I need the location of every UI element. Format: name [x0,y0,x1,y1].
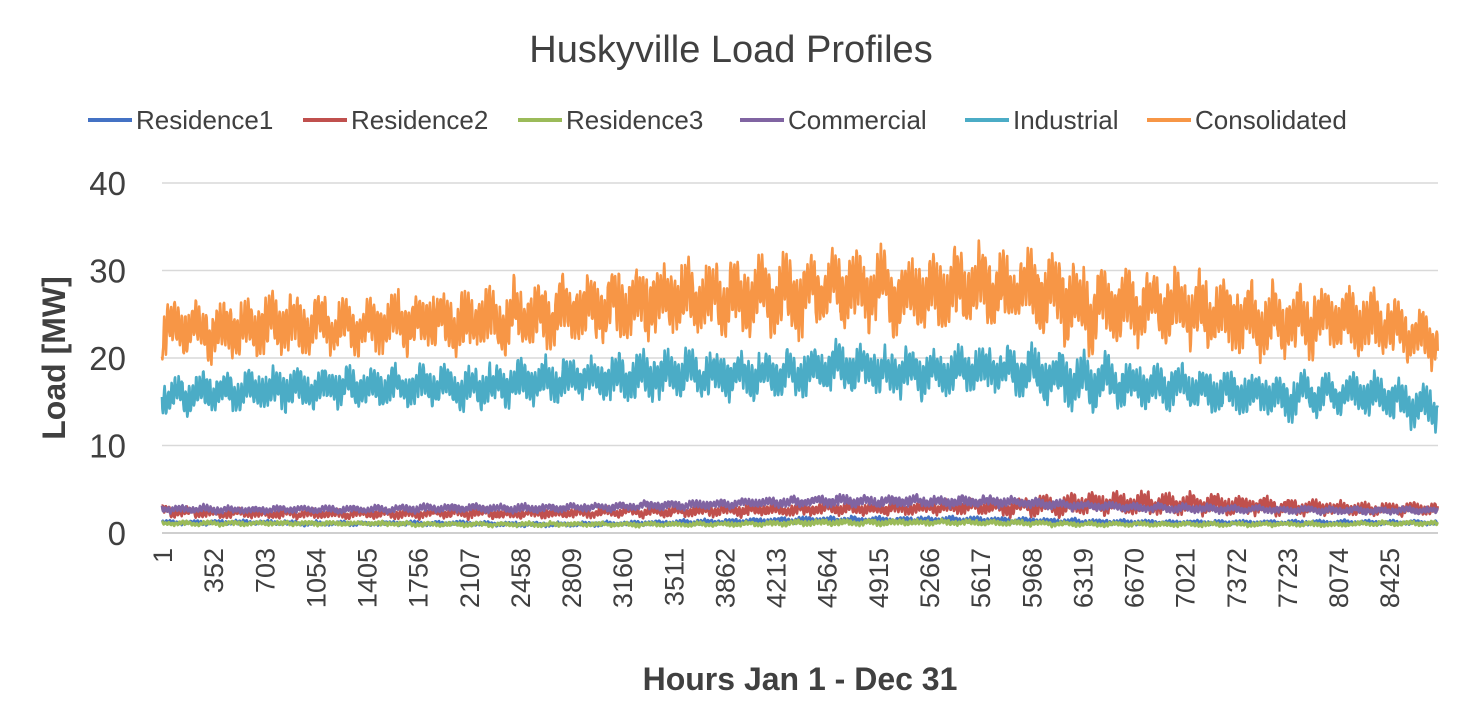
legend-label-industrial: Industrial [1013,105,1119,135]
series-line-commercial [160,493,1439,517]
y-tick-label: 0 [108,515,126,552]
x-tick-label: 3862 [710,548,740,608]
x-tick-label: 5617 [966,548,996,608]
chart-title: Huskyville Load Profiles [529,29,932,71]
x-tick-label: 1 [148,548,178,563]
series-line-consolidated [160,239,1439,373]
x-tick-label: 4564 [813,548,843,608]
x-tick-label: 3511 [659,548,689,606]
y-tick-labels: 0 10 20 30 40 [89,165,126,552]
x-tick-label: 8074 [1324,548,1354,608]
x-axis-title: Hours Jan 1 - Dec 31 [643,661,958,697]
legend-label-consolidated: Consolidated [1195,105,1347,135]
legend-label-residence1: Residence1 [136,105,273,135]
series-layer [160,239,1439,529]
series-line-industrial [160,337,1439,434]
x-tick-label: 8425 [1375,548,1405,608]
x-tick-label: 352 [199,548,229,593]
x-tick-label: 4213 [762,548,792,608]
x-tick-label: 2809 [557,548,587,608]
y-axis-title: Load [MW] [36,276,72,440]
series-line-residence3 [161,517,1439,529]
y-tick-label: 20 [89,340,126,377]
x-tick-label: 3160 [608,548,638,608]
y-tick-label: 30 [89,253,126,290]
legend-label-residence3: Residence3 [566,105,703,135]
x-tick-label: 5968 [1017,548,1047,608]
y-tick-label: 40 [89,165,126,202]
x-tick-label: 7021 [1171,548,1201,608]
x-tick-label: 6670 [1120,548,1150,608]
x-tick-labels: 1 352 703 1054 1405 1756 2107 2458 2809 3160 3511 3… [148,548,1405,608]
x-tick-label: 7372 [1222,548,1252,608]
x-tick-label: 703 [250,548,280,593]
x-tick-label: 1405 [353,548,383,608]
x-tick-label: 1054 [301,548,331,608]
x-tick-label: 2458 [506,548,536,608]
y-tick-label: 10 [89,428,126,465]
x-tick-label: 5266 [915,548,945,608]
x-tick-label: 4915 [864,548,894,608]
chart-legend: Residence1 Residence2 Residence3 Commercial… [88,105,1347,135]
x-tick-label: 1756 [404,548,434,608]
x-tick-label: 6319 [1068,548,1098,608]
x-tick-label: 7723 [1273,548,1303,608]
legend-label-residence2: Residence2 [351,105,488,135]
legend-label-commercial: Commercial [788,105,927,135]
x-tick-label: 2107 [455,548,485,608]
y-gridlines [162,182,1438,447]
